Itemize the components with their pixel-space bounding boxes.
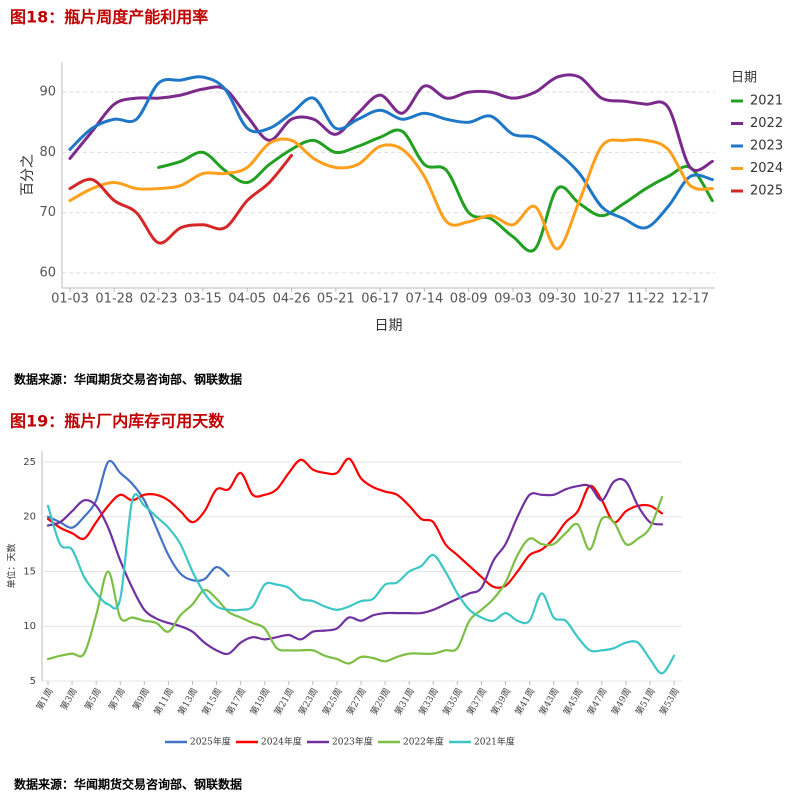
legend-title: 日期 xyxy=(731,71,757,86)
y-tick-label: 5 xyxy=(30,676,36,687)
source-note: 数据来源：华闻期货交易咨询部、钢联数据 xyxy=(14,372,242,387)
x-tick-label: 04-26 xyxy=(273,292,311,307)
series-line xyxy=(68,75,714,230)
chart-title: 图18：瓶片周度产能利用率 xyxy=(10,8,208,27)
series-line xyxy=(68,73,714,172)
series-line xyxy=(46,457,664,589)
x-tick-label: 09-30 xyxy=(538,292,576,307)
x-tick-label: 09-03 xyxy=(494,292,532,307)
x-tick-label: 07-14 xyxy=(406,292,444,307)
x-tick-label: 04-05 xyxy=(228,292,266,307)
series-line xyxy=(68,153,293,245)
legend-label: 2023年度 xyxy=(332,736,373,748)
series-line xyxy=(157,128,714,253)
legend-label: 2024 xyxy=(750,161,783,176)
x-tick-label: 10-27 xyxy=(583,292,621,307)
legend-label: 2024年度 xyxy=(261,736,302,748)
y-tick-label: 15 xyxy=(23,566,36,577)
y-tick-label: 60 xyxy=(39,265,56,280)
y-tick-label: 10 xyxy=(23,621,36,632)
legend-label: 2022 xyxy=(750,116,783,131)
legend-label: 2021年度 xyxy=(474,736,515,748)
source-note: 数据来源：华闻期货交易咨询部、钢联数据 xyxy=(14,777,242,792)
series-line xyxy=(46,459,230,582)
series-line xyxy=(46,493,676,675)
y-tick-label: 70 xyxy=(39,205,56,220)
x-tick-label: 01-28 xyxy=(95,292,133,307)
y-axis-label: 单位：天数 xyxy=(6,543,18,588)
y-tick-label: 25 xyxy=(23,457,36,468)
x-tick-label: 01-03 xyxy=(51,292,89,307)
y-tick-label: 20 xyxy=(23,512,36,523)
y-tick-label: 90 xyxy=(39,85,56,100)
x-tick-label: 08-09 xyxy=(450,292,488,307)
x-tick-label: 03-15 xyxy=(184,292,222,307)
y-axis-label: 百分之 xyxy=(20,154,36,196)
x-axis-label: 日期 xyxy=(375,318,403,334)
y-tick-label: 80 xyxy=(39,145,56,160)
series-line xyxy=(46,477,664,656)
x-tick-label: 12-17 xyxy=(671,292,709,307)
x-tick-label: 06-17 xyxy=(361,292,399,307)
x-tick-label: 05-21 xyxy=(317,292,355,307)
series-line xyxy=(68,137,714,251)
chart-title: 图19：瓶片厂内库存可用天数 xyxy=(10,412,225,431)
legend-label: 2022年度 xyxy=(403,736,444,748)
legend-label: 2025年度 xyxy=(190,736,231,748)
x-tick-label: 11-22 xyxy=(627,292,665,307)
x-tick-label: 02-23 xyxy=(140,292,178,307)
legend-label: 2025 xyxy=(750,184,783,199)
series-line xyxy=(46,495,664,665)
legend-label: 2021 xyxy=(750,94,783,109)
legend-label: 2023 xyxy=(750,139,783,154)
